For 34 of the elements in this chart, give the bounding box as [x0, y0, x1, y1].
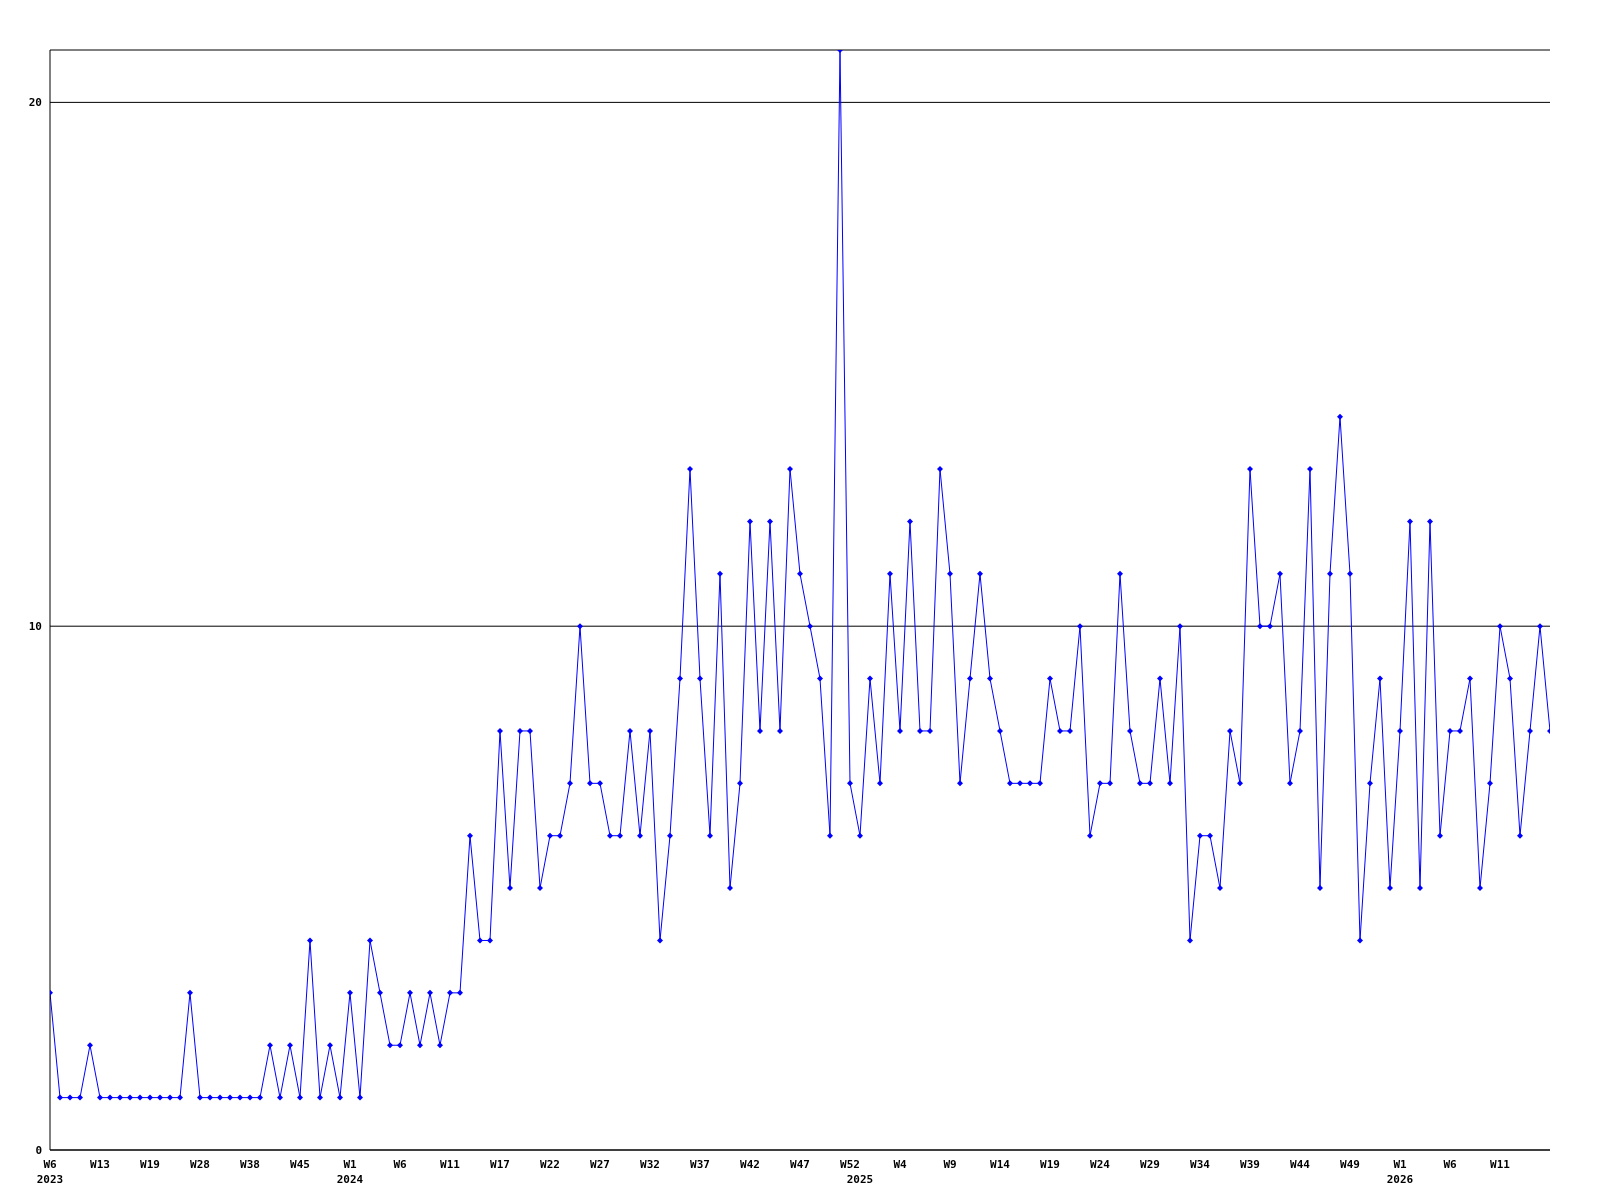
x-tick-label: W29: [1140, 1158, 1160, 1171]
x-tick-label: W37: [690, 1158, 710, 1171]
x-tick-label: W19: [140, 1158, 160, 1171]
y-tick-label: 10: [28, 620, 42, 634]
y-tick-label: 0: [35, 1143, 42, 1157]
x-tick-label: W14: [990, 1158, 1011, 1171]
x-tick-label: W47: [790, 1158, 810, 1171]
x-tick-label: W32: [640, 1158, 660, 1171]
x-tick-label: W17: [490, 1158, 510, 1171]
x-tick-label: W52: [840, 1158, 860, 1171]
x-tick-label: W49: [1340, 1158, 1360, 1171]
x-tick-label: W9: [943, 1158, 957, 1171]
x-tick-label: W11: [440, 1158, 461, 1171]
x-tick-label: W6: [1443, 1158, 1457, 1171]
x-tick-label: W38: [240, 1158, 260, 1171]
x-tick-label: W4: [893, 1158, 907, 1171]
x-tick-label: W24: [1090, 1158, 1111, 1171]
x-tick-label: W39: [1240, 1158, 1260, 1171]
x-tick-label: W6 2023: [36, 1158, 64, 1186]
x-tick-label: W45: [290, 1158, 310, 1171]
x-tick-label: W44: [1290, 1158, 1311, 1171]
x-tick-label: 2025: [846, 1173, 874, 1186]
x-tick-label: W34: [1190, 1158, 1211, 1171]
x-tick-label: W19: [1040, 1158, 1060, 1171]
x-tick-label: W42: [740, 1158, 760, 1171]
x-tick-label: W28: [190, 1158, 210, 1171]
x-tick-label: W11: [1490, 1158, 1511, 1171]
x-tick-label: W1 2024: [336, 1158, 364, 1186]
x-tick-label: W6: [393, 1158, 407, 1171]
x-tick-label: W13: [90, 1158, 110, 1171]
x-tick-label: W27: [590, 1158, 610, 1171]
y-tick-label: 20: [28, 96, 42, 110]
x-tick-label: W22: [540, 1158, 560, 1171]
x-tick-label: W1 2026: [1386, 1158, 1414, 1186]
